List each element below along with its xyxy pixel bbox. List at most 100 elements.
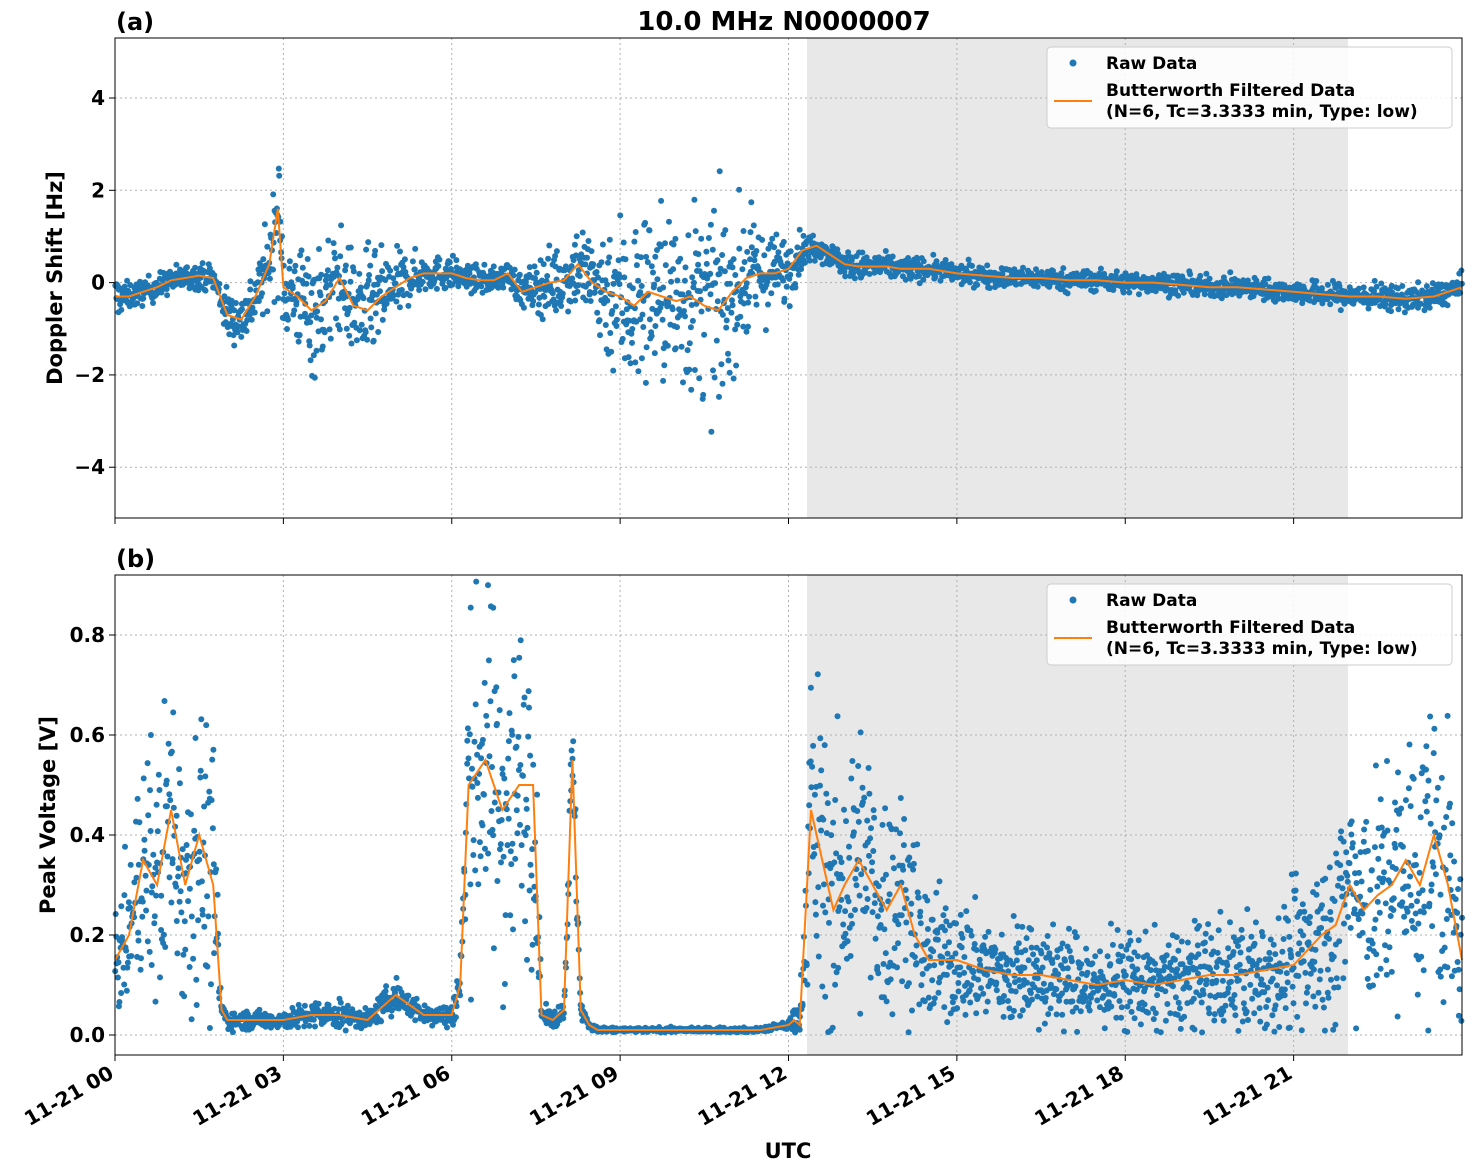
raw-data-point [324,267,331,274]
raw-data-point [734,321,741,328]
raw-data-point [1229,997,1236,1004]
raw-data-point [962,1011,969,1018]
raw-data-point [479,736,486,743]
raw-data-point [792,284,799,291]
raw-data-point [1000,1013,1007,1020]
raw-data-point [773,231,780,238]
raw-data-point [902,957,909,964]
raw-data-point [143,907,150,914]
raw-data-point [114,974,121,981]
raw-data-point [629,285,636,292]
raw-data-point [507,912,514,919]
raw-data-point [929,977,936,984]
raw-data-point [638,283,645,289]
raw-data-point [842,908,849,915]
raw-data-point [1271,1028,1278,1035]
raw-data-point [875,970,882,977]
raw-data-point [533,269,540,276]
raw-data-point [619,335,626,342]
raw-data-point [511,673,518,680]
raw-data-point [631,238,638,245]
raw-data-point [365,277,372,284]
raw-data-point [648,333,655,339]
raw-data-point [594,309,601,316]
raw-data-point [924,897,931,904]
raw-data-point [1064,290,1071,297]
raw-data-point [587,298,594,304]
raw-data-point [497,841,504,848]
raw-data-point [1152,960,1158,967]
raw-data-point [936,878,943,885]
raw-data-point [759,236,766,243]
raw-data-point [570,738,577,745]
raw-data-point [737,313,744,320]
raw-data-point [522,832,529,839]
raw-data-point [229,1029,236,1036]
raw-data-point [654,247,660,253]
raw-data-point [729,297,735,304]
raw-data-point [1175,947,1182,954]
raw-data-point [271,299,278,305]
raw-data-point [153,801,160,808]
raw-data-point [579,229,586,236]
raw-data-point [247,278,254,285]
raw-data-point [260,256,267,263]
raw-data-point [828,832,835,839]
raw-data-point [208,797,215,804]
raw-data-point [323,272,330,279]
raw-data-point [505,738,512,745]
raw-data-point [925,994,932,1001]
raw-data-point [583,297,589,304]
raw-data-point [342,262,349,269]
raw-data-point [514,792,521,799]
raw-data-point [378,1018,385,1025]
raw-data-point [1202,948,1209,955]
raw-data-point [444,1024,450,1031]
raw-data-point [1072,983,1079,990]
raw-data-point [993,979,1000,986]
raw-data-point [1215,927,1222,934]
raw-data-point [905,1029,912,1036]
raw-data-point [681,308,687,314]
raw-data-point [688,302,695,308]
raw-data-point [931,995,938,1002]
raw-data-point [510,272,517,279]
raw-data-point [544,273,551,279]
raw-data-point [575,282,582,289]
raw-data-point [1017,1012,1024,1019]
raw-data-point [1232,1012,1239,1019]
raw-data-point [961,954,968,960]
raw-data-point [807,684,814,691]
raw-data-point [1181,1013,1188,1020]
raw-data-point [164,803,170,810]
raw-data-point [729,264,736,271]
raw-data-point [914,841,921,848]
raw-data-point [347,278,354,285]
raw-data-point [334,264,341,271]
raw-data-point [161,698,168,704]
raw-data-point [814,671,821,678]
raw-data-point [857,729,864,736]
raw-data-point [605,259,611,266]
raw-data-point [190,933,197,940]
raw-data-point [691,196,698,203]
raw-data-point [1097,265,1104,272]
raw-data-point [914,889,921,896]
raw-data-point [1303,989,1310,996]
raw-data-point [711,374,718,381]
raw-data-point [466,731,473,738]
raw-data-point [539,316,546,323]
raw-data-point [642,379,649,386]
raw-data-point [610,280,617,287]
raw-data-point [586,289,593,295]
raw-data-point [972,894,979,900]
raw-data-point [774,281,781,288]
raw-data-point [525,733,532,740]
raw-data-point [902,276,909,283]
raw-data-point [221,293,228,300]
raw-data-point [620,239,627,246]
raw-data-point [889,1011,896,1018]
raw-data-point [849,758,856,764]
raw-data-point [909,1007,915,1014]
raw-data-point [955,988,962,995]
